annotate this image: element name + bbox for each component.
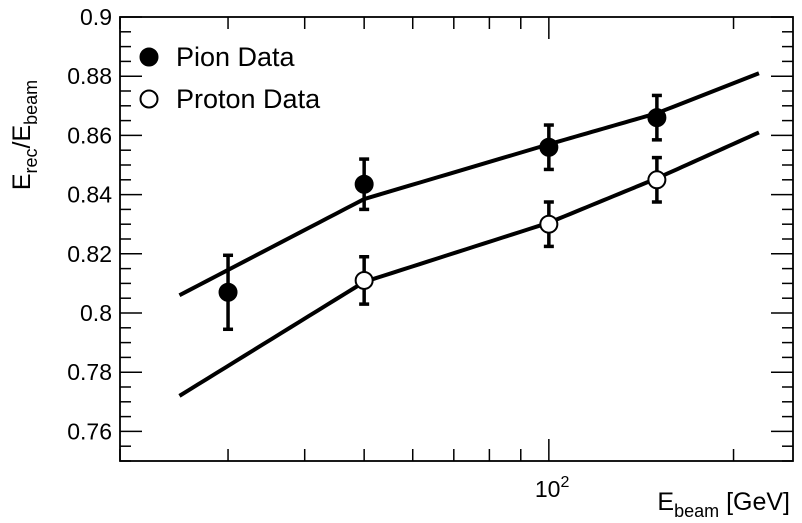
legend: Pion Data Proton Data xyxy=(139,42,321,114)
y-tick-label: 0.84 xyxy=(67,182,112,208)
legend-label: Proton Data xyxy=(176,84,321,114)
y-tick-label: 0.86 xyxy=(67,122,112,148)
x-axis: 102 xyxy=(119,17,735,502)
fit-curves xyxy=(178,71,760,398)
y-axis-title: Erec/Ebeam xyxy=(8,80,41,190)
legend-marker xyxy=(139,47,159,67)
x-tick-label: 102 xyxy=(535,474,570,502)
legend-marker xyxy=(139,89,159,109)
proton-data-point xyxy=(354,270,374,290)
x-axis-title: Ebeam [GeV] xyxy=(657,488,790,521)
y-tick-label: 0.78 xyxy=(67,359,112,385)
y-tick-label: 0.8 xyxy=(80,300,112,326)
y-tick-label: 0.82 xyxy=(67,241,112,267)
y-tick-label: 0.76 xyxy=(67,418,112,444)
pion-data-point xyxy=(218,282,238,302)
pion-data-point xyxy=(539,137,559,157)
y-tick-label: 0.88 xyxy=(67,63,112,89)
pion-data-point xyxy=(647,108,667,128)
y-axis: 0.76 0.78 0.8 0.82 0.84 0.86 0.88 0.9 xyxy=(67,4,793,462)
data-points xyxy=(218,93,667,332)
proton-data-point xyxy=(647,170,667,190)
fit-curve-2 xyxy=(178,130,760,398)
pion-data-point xyxy=(354,174,374,194)
y-tick-label: 0.9 xyxy=(80,4,112,30)
legend-label: Pion Data xyxy=(176,42,296,72)
proton-data-point xyxy=(539,214,559,234)
